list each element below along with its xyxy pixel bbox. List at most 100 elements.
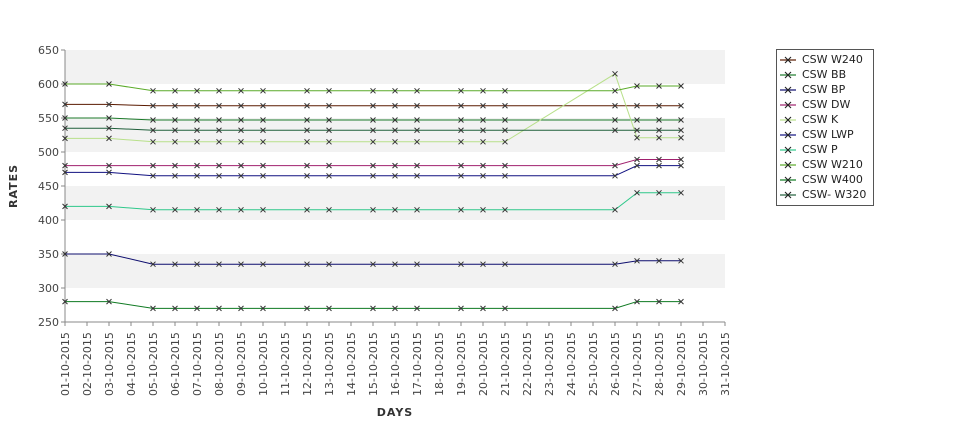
data-point (326, 162, 332, 169)
data-point (62, 135, 68, 142)
data-point (678, 134, 684, 141)
data-point (612, 117, 618, 123)
data-point (150, 261, 156, 268)
data-point (678, 102, 684, 109)
data-point (238, 138, 244, 145)
data-point (172, 172, 178, 179)
data-point (194, 127, 200, 134)
data-point (612, 206, 618, 213)
data-point (502, 305, 508, 312)
data-point (172, 117, 178, 123)
data-point (326, 172, 332, 179)
data-point (326, 261, 332, 268)
legend-label: CSW W210 (802, 158, 863, 171)
data-point (634, 134, 640, 141)
legend-item: CSW BB (777, 67, 873, 82)
x-tick-label: 28-10-2015 (653, 332, 666, 396)
data-point (304, 305, 310, 312)
legend-item: CSW LWP (777, 127, 873, 142)
data-point (106, 298, 112, 305)
series-line (65, 301, 681, 309)
data-point (678, 117, 684, 123)
series-line (65, 165, 681, 177)
x-tick-label: 24-10-2015 (565, 332, 578, 396)
series-group (62, 162, 684, 179)
data-point (480, 206, 486, 213)
data-point (502, 127, 508, 134)
legend-marker-icon (780, 71, 796, 78)
data-point (480, 102, 486, 109)
data-point (612, 102, 618, 109)
x-tick-label: 02-10-2015 (81, 332, 94, 396)
data-point (458, 162, 464, 169)
x-tick-label: 06-10-2015 (169, 332, 182, 396)
data-point (216, 138, 222, 145)
data-point (216, 127, 222, 134)
series-group (62, 156, 684, 169)
x-tick-label: 23-10-2015 (543, 332, 556, 396)
data-point (62, 162, 68, 169)
data-point (106, 81, 112, 87)
y-tick-label: 650 (38, 44, 59, 57)
data-point (326, 127, 332, 134)
data-point (304, 102, 310, 109)
data-point (502, 87, 508, 94)
data-point (304, 127, 310, 134)
data-point (414, 138, 420, 145)
data-point (634, 156, 640, 163)
grid-band (65, 288, 725, 322)
data-point (150, 305, 156, 312)
legend-item: CSW- W320 (777, 187, 873, 202)
y-tick-label: 350 (38, 248, 59, 261)
x-tick-label: 30-10-2015 (697, 332, 710, 396)
legend-label: CSW W240 (802, 53, 863, 66)
data-point (480, 127, 486, 134)
y-tick-label: 250 (38, 316, 59, 329)
series-line (65, 103, 681, 107)
data-point (238, 117, 244, 123)
data-point (678, 127, 684, 134)
data-point (150, 127, 156, 134)
data-point (392, 127, 398, 134)
x-tick-label: 08-10-2015 (213, 332, 226, 396)
data-point (238, 162, 244, 169)
data-point (304, 138, 310, 145)
data-point (634, 102, 640, 109)
data-point (216, 162, 222, 169)
data-point (392, 102, 398, 109)
data-point (392, 162, 398, 169)
x-tick-label: 31-10-2015 (719, 332, 732, 396)
data-point (678, 298, 684, 305)
data-point (656, 83, 662, 89)
grid-band (65, 254, 725, 288)
series-group (62, 189, 684, 213)
data-point (326, 117, 332, 123)
data-point (238, 127, 244, 134)
x-tick-label: 12-10-2015 (301, 332, 314, 396)
data-point (612, 261, 618, 268)
legend-marker-icon (780, 56, 796, 63)
data-point (150, 206, 156, 213)
data-point (634, 83, 640, 89)
data-point (502, 138, 508, 145)
data-point (106, 203, 112, 210)
data-point (106, 169, 112, 176)
data-point (414, 117, 420, 123)
data-point (678, 189, 684, 196)
data-point (370, 117, 376, 123)
data-point (62, 169, 68, 176)
series-group (62, 81, 684, 94)
data-point (238, 172, 244, 179)
data-point (238, 87, 244, 94)
x-tick-label: 15-10-2015 (367, 332, 380, 396)
x-tick-label: 22-10-2015 (521, 332, 534, 396)
x-tick-label: 16-10-2015 (389, 332, 402, 396)
data-point (612, 70, 618, 77)
data-point (502, 102, 508, 109)
data-point (678, 162, 684, 169)
data-point (414, 305, 420, 312)
legend-marker-icon (780, 146, 796, 153)
data-point (216, 172, 222, 179)
data-point (216, 305, 222, 312)
